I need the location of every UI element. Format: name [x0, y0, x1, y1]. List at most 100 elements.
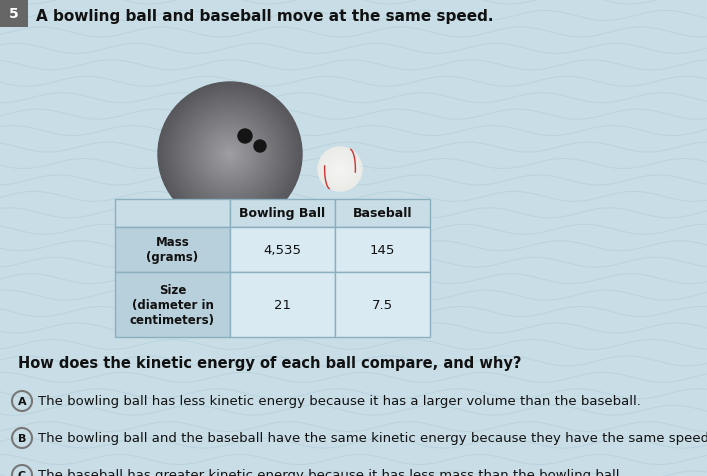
- Circle shape: [320, 150, 360, 189]
- Circle shape: [182, 108, 277, 202]
- Text: The baseball has greater kinetic energy because it has less mass than the bowlin: The baseball has greater kinetic energy …: [38, 468, 624, 476]
- Text: The bowling ball and the baseball have the same kinetic energy because they have: The bowling ball and the baseball have t…: [38, 432, 707, 445]
- Circle shape: [339, 169, 341, 170]
- Circle shape: [209, 133, 251, 176]
- Circle shape: [177, 101, 284, 208]
- Circle shape: [173, 97, 288, 212]
- FancyBboxPatch shape: [335, 199, 430, 228]
- Circle shape: [214, 139, 245, 170]
- Circle shape: [161, 86, 299, 224]
- Circle shape: [201, 126, 259, 183]
- Circle shape: [327, 157, 354, 183]
- Circle shape: [324, 153, 356, 186]
- Text: The bowling ball has less kinetic energy because it has a larger volume than the: The bowling ball has less kinetic energy…: [38, 395, 641, 407]
- Circle shape: [193, 118, 267, 192]
- Circle shape: [174, 99, 286, 210]
- Circle shape: [332, 161, 349, 178]
- Circle shape: [192, 116, 269, 193]
- Circle shape: [197, 122, 263, 188]
- Circle shape: [225, 149, 235, 160]
- Circle shape: [210, 135, 250, 175]
- Circle shape: [219, 144, 241, 166]
- Text: B: B: [18, 433, 26, 443]
- Circle shape: [206, 130, 255, 179]
- Text: 4,535: 4,535: [264, 244, 301, 257]
- Circle shape: [180, 105, 280, 205]
- Circle shape: [228, 152, 233, 157]
- Text: C: C: [18, 470, 26, 476]
- Circle shape: [238, 130, 252, 144]
- Circle shape: [332, 162, 348, 177]
- FancyBboxPatch shape: [230, 199, 335, 228]
- Circle shape: [222, 147, 238, 163]
- Circle shape: [203, 128, 257, 182]
- Text: Mass
(grams): Mass (grams): [146, 236, 199, 264]
- Circle shape: [200, 125, 260, 185]
- Text: 145: 145: [370, 244, 395, 257]
- Circle shape: [158, 83, 302, 227]
- Circle shape: [223, 148, 237, 161]
- Text: Baseball: Baseball: [353, 207, 412, 220]
- Text: A bowling ball and baseball move at the same speed.: A bowling ball and baseball move at the …: [36, 10, 493, 24]
- Ellipse shape: [173, 227, 288, 242]
- Circle shape: [211, 136, 248, 173]
- Circle shape: [168, 93, 292, 217]
- Circle shape: [325, 154, 356, 185]
- Circle shape: [218, 142, 243, 167]
- Text: How does the kinetic energy of each ball compare, and why?: How does the kinetic energy of each ball…: [18, 355, 522, 370]
- Text: 5: 5: [9, 7, 19, 21]
- Circle shape: [226, 151, 234, 159]
- Circle shape: [336, 165, 344, 174]
- Circle shape: [229, 154, 231, 156]
- Circle shape: [163, 87, 298, 222]
- Circle shape: [318, 148, 362, 192]
- Circle shape: [160, 84, 300, 225]
- Circle shape: [338, 168, 342, 172]
- Circle shape: [187, 112, 273, 198]
- FancyBboxPatch shape: [230, 272, 335, 337]
- Circle shape: [164, 89, 296, 221]
- Circle shape: [196, 120, 264, 189]
- FancyBboxPatch shape: [335, 272, 430, 337]
- FancyBboxPatch shape: [115, 272, 230, 337]
- Text: Size
(diameter in
centimeters): Size (diameter in centimeters): [130, 283, 215, 327]
- Circle shape: [167, 91, 293, 218]
- FancyBboxPatch shape: [115, 228, 230, 272]
- Circle shape: [181, 106, 279, 203]
- FancyBboxPatch shape: [0, 0, 28, 28]
- Circle shape: [322, 152, 358, 187]
- Circle shape: [165, 90, 295, 219]
- Circle shape: [334, 164, 346, 175]
- Circle shape: [207, 132, 252, 178]
- Circle shape: [194, 119, 266, 190]
- Circle shape: [221, 145, 240, 164]
- FancyBboxPatch shape: [230, 228, 335, 272]
- Circle shape: [178, 103, 281, 206]
- Circle shape: [175, 100, 285, 209]
- Circle shape: [254, 141, 266, 153]
- Circle shape: [204, 129, 256, 180]
- Circle shape: [330, 160, 350, 179]
- Circle shape: [171, 96, 289, 214]
- Circle shape: [321, 151, 358, 188]
- Circle shape: [189, 113, 271, 196]
- Circle shape: [213, 138, 247, 171]
- Circle shape: [334, 163, 346, 176]
- Text: 7.5: 7.5: [372, 298, 393, 311]
- Text: Bowling Ball: Bowling Ball: [240, 207, 325, 220]
- Circle shape: [326, 155, 354, 184]
- Circle shape: [328, 158, 352, 182]
- Circle shape: [337, 167, 343, 173]
- FancyBboxPatch shape: [115, 199, 230, 228]
- Circle shape: [190, 115, 270, 195]
- Circle shape: [170, 94, 291, 215]
- Circle shape: [184, 109, 276, 200]
- Circle shape: [216, 141, 244, 169]
- Circle shape: [199, 123, 262, 186]
- Circle shape: [329, 159, 351, 180]
- Circle shape: [185, 110, 274, 199]
- Text: A: A: [18, 396, 26, 406]
- Circle shape: [319, 149, 361, 190]
- FancyBboxPatch shape: [335, 228, 430, 272]
- Text: 21: 21: [274, 298, 291, 311]
